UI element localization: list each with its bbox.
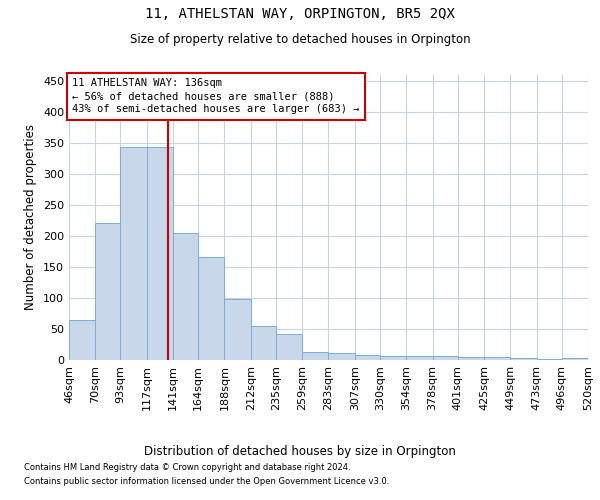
Bar (95, 223, 121, 360)
Bar (355, 355, 380, 360)
Bar (484, 357, 510, 360)
Text: 11, ATHELSTAN WAY, ORPINGTON, BR5 2QX: 11, ATHELSTAN WAY, ORPINGTON, BR5 2QX (145, 8, 455, 22)
Bar (406, 356, 433, 360)
Text: Contains public sector information licensed under the Open Government Licence v3: Contains public sector information licen… (24, 477, 389, 486)
Bar (224, 300, 251, 360)
Bar (458, 357, 484, 360)
Bar (121, 147, 147, 360)
Text: 11 ATHELSTAN WAY: 136sqm
← 56% of detached houses are smaller (888)
43% of semi-: 11 ATHELSTAN WAY: 136sqm ← 56% of detach… (72, 78, 360, 114)
Bar (380, 356, 406, 360)
Text: Contains HM Land Registry data © Crown copyright and database right 2024.: Contains HM Land Registry data © Crown c… (24, 464, 350, 472)
Bar (69, 320, 95, 360)
Bar (276, 334, 302, 360)
Bar (198, 256, 224, 360)
Bar (302, 352, 329, 360)
Bar (147, 147, 173, 360)
Bar (562, 358, 588, 360)
Text: Size of property relative to detached houses in Orpington: Size of property relative to detached ho… (130, 32, 470, 46)
Bar (510, 358, 536, 360)
Bar (251, 326, 276, 360)
Bar (433, 356, 458, 360)
Text: Distribution of detached houses by size in Orpington: Distribution of detached houses by size … (144, 444, 456, 458)
Bar (173, 233, 198, 360)
Bar (329, 352, 355, 360)
Y-axis label: Number of detached properties: Number of detached properties (25, 124, 37, 310)
